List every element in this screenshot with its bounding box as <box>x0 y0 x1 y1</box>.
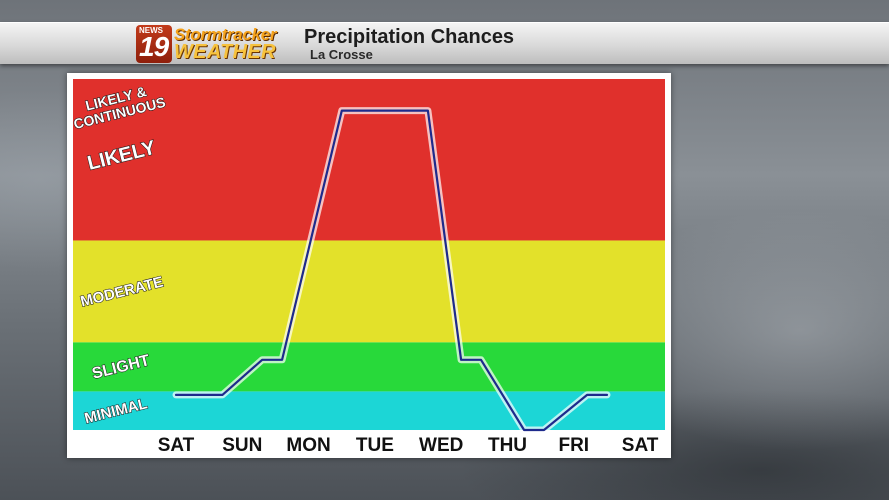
chart-panel: MINIMAL SLIGHT MODERATE LIKELY LIKELY &CONTI… <box>67 73 671 458</box>
band-minimal <box>73 391 665 430</box>
x-tick-label-fri-6: FRI <box>558 435 589 456</box>
page-title: Precipitation Chances <box>304 26 515 48</box>
x-tick-label-thu-5: THU <box>488 435 527 456</box>
series-line <box>174 109 609 432</box>
x-tick-label-sun-1: SUN <box>222 435 262 456</box>
station-logo: NEWS 19 Stormtracker WEATHER <box>136 25 298 63</box>
logo-channel-number: 19 <box>139 31 169 62</box>
band-slight <box>73 342 665 392</box>
logo-news-text: NEWS <box>139 26 163 35</box>
x-tick-label-sat-7: SAT <box>622 435 659 456</box>
x-tick-label-sat-0: SAT <box>158 435 195 456</box>
band-likely <box>73 79 665 241</box>
logo-badge: NEWS 19 <box>136 25 172 63</box>
logo-brand-bottom: WEATHER <box>174 41 276 63</box>
x-tick-label-mon-2: MON <box>286 435 330 456</box>
x-tick-label-tue-3: TUE <box>356 435 394 456</box>
logo-brand-top: Stormtracker <box>174 25 277 44</box>
header-bar: NEWS 19 Stormtracker WEATHER Precipitati… <box>0 22 889 64</box>
location-subtitle: La Crosse <box>310 47 373 62</box>
x-tick-label-wed-4: WED <box>419 435 463 456</box>
band-moderate <box>73 240 665 343</box>
